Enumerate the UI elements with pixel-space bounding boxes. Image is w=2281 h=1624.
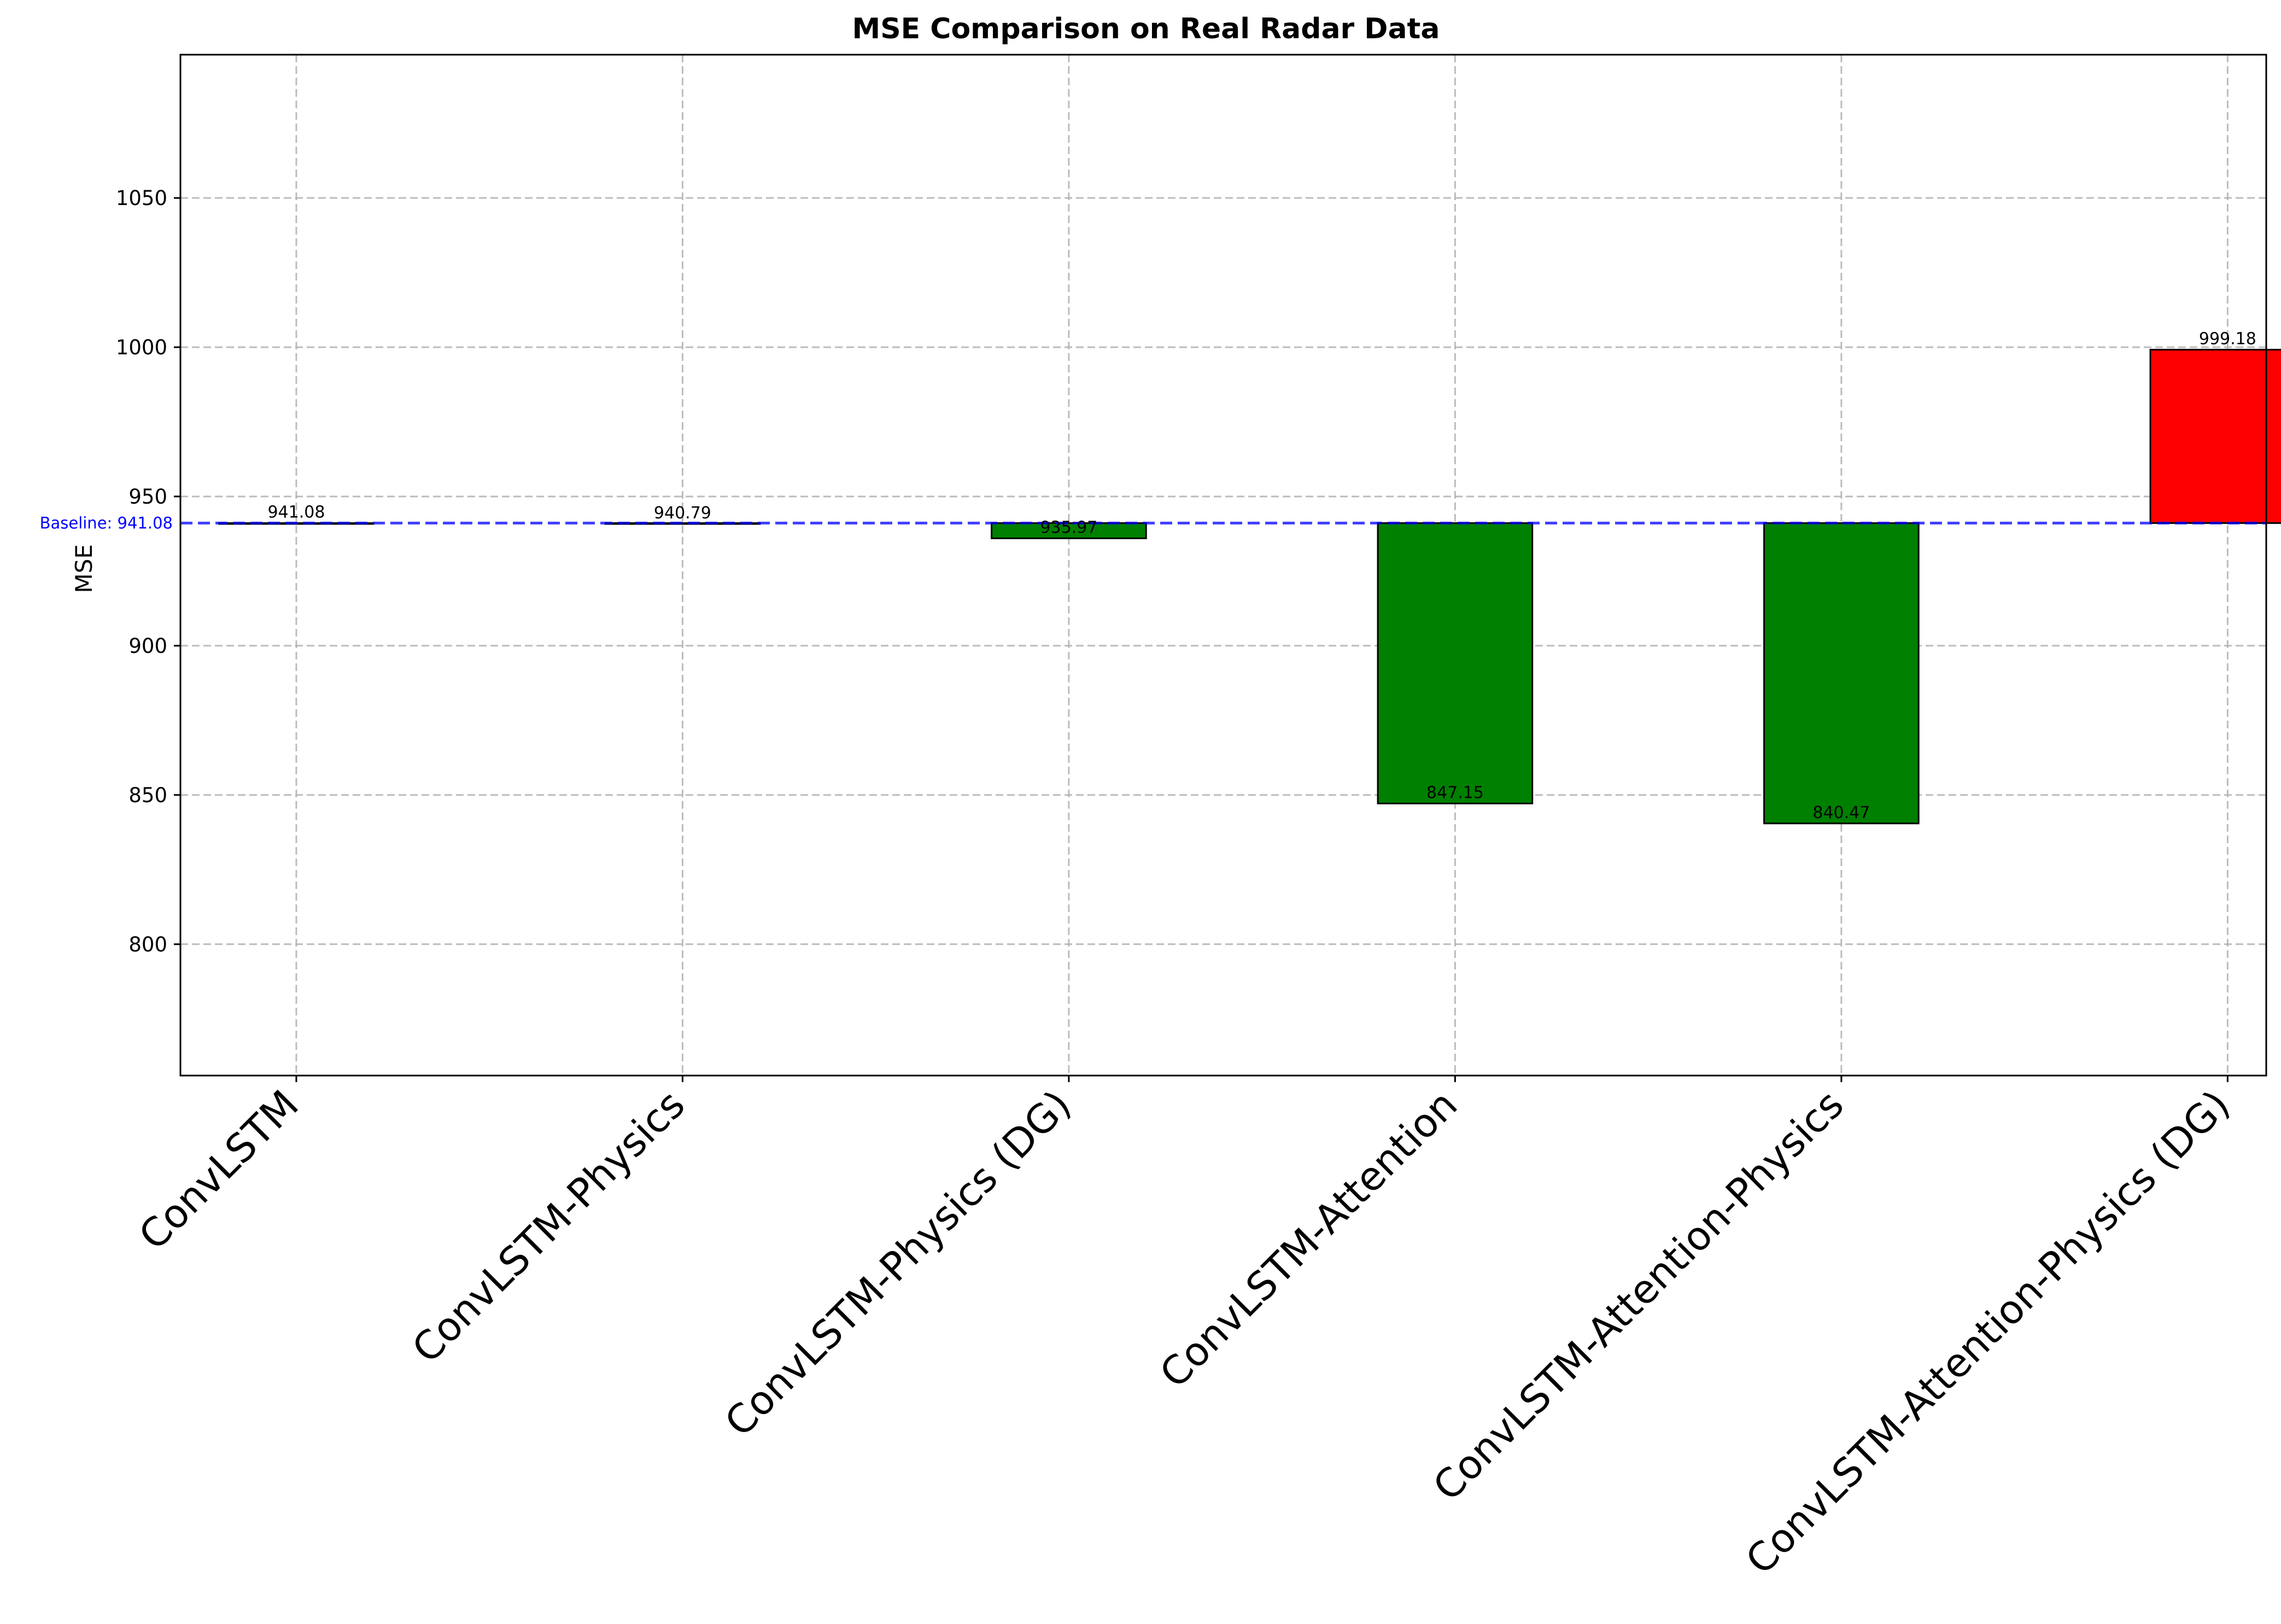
data-label: 935.97 xyxy=(1040,518,1097,538)
bar xyxy=(1763,522,1920,825)
data-label: 941.08 xyxy=(267,503,325,522)
bar xyxy=(2149,348,2281,524)
y-tick-label: 1050 xyxy=(116,186,167,210)
y-tick-label: 800 xyxy=(128,933,167,956)
data-label: 847.15 xyxy=(1426,783,1484,802)
chart-title: MSE Comparison on Real Radar Data xyxy=(852,13,1440,45)
data-labels: 941.08 940.79 935.97 847.15 840.47 999.18 xyxy=(267,329,2256,822)
bar xyxy=(1377,522,1534,804)
y-tick-label: 1000 xyxy=(116,336,167,359)
y-tick-label: 850 xyxy=(128,784,167,807)
data-label: 940.79 xyxy=(654,504,711,523)
bar xyxy=(991,522,1147,540)
y-axis-label: MSE xyxy=(71,544,97,593)
plot-frame xyxy=(179,54,2267,1077)
baseline-label: Baseline: 941.08 xyxy=(40,514,173,533)
y-tick-label: 950 xyxy=(128,485,167,509)
baseline: Baseline: 941.08 xyxy=(40,514,2266,533)
data-label: 999.18 xyxy=(2199,329,2256,348)
data-label: 840.47 xyxy=(1812,803,1870,822)
bars xyxy=(218,348,2281,825)
y-tick-label: 900 xyxy=(128,634,167,658)
